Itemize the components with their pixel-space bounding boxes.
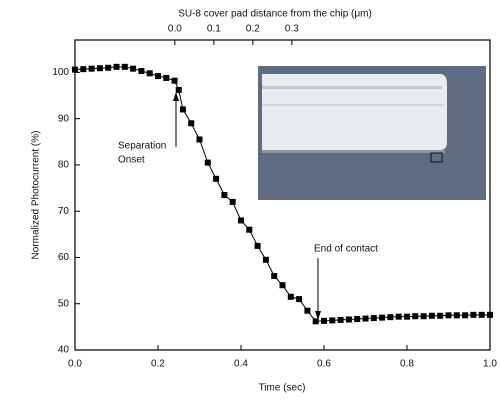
- data-point: [445, 312, 452, 319]
- data-point: [321, 317, 327, 324]
- data-point: [146, 70, 153, 77]
- data-point: [362, 315, 369, 322]
- x-tick-label: 0.0: [68, 359, 82, 370]
- data-point: [188, 120, 195, 127]
- data-point: [96, 65, 103, 72]
- data-point: [163, 74, 170, 81]
- y-tick-label: 80: [58, 160, 70, 171]
- data-point: [254, 242, 261, 249]
- data-point: [204, 159, 211, 166]
- data-point: [428, 312, 435, 319]
- data-point: [487, 311, 493, 318]
- data-point: [337, 316, 344, 323]
- data-point: [379, 314, 386, 321]
- x2-tick-label: 0.0: [168, 24, 182, 35]
- annotation: End of contact: [314, 244, 378, 255]
- data-point: [279, 282, 286, 289]
- data-point: [88, 65, 95, 72]
- data-point: [121, 63, 128, 70]
- data-point: [470, 311, 477, 318]
- annotation: Onset: [118, 155, 145, 166]
- y-tick-label: 70: [58, 206, 70, 217]
- data-point: [72, 66, 78, 73]
- y-tick-label: 90: [58, 113, 70, 124]
- x2-tick-label: 0.3: [285, 24, 299, 35]
- data-point: [113, 63, 120, 70]
- data-point: [395, 313, 402, 320]
- data-point: [437, 312, 444, 319]
- y-tick-label: 100: [52, 67, 69, 78]
- data-point: [130, 65, 137, 72]
- data-point: [179, 106, 186, 113]
- data-point: [462, 312, 469, 319]
- data-point: [105, 64, 112, 71]
- data-point: [175, 86, 182, 93]
- x-axis-title: Time (sec): [259, 383, 306, 394]
- data-point: [262, 256, 269, 263]
- data-point: [420, 313, 427, 320]
- x-tick-label: 0.6: [317, 359, 331, 370]
- data-point: [138, 68, 145, 74]
- y-tick-label: 60: [58, 252, 70, 263]
- y-tick-label: 40: [58, 345, 70, 356]
- x-tick-label: 0.8: [400, 359, 414, 370]
- data-point: [345, 316, 352, 323]
- data-point: [478, 311, 485, 318]
- x-tick-label: 0.2: [151, 359, 165, 370]
- data-point: [312, 318, 319, 325]
- data-point: [221, 192, 228, 198]
- data-point: [80, 66, 87, 73]
- plot-frame: [74, 39, 491, 351]
- x2-tick-label: 0.1: [207, 24, 221, 35]
- data-point: [196, 136, 203, 143]
- data-point: [155, 73, 161, 80]
- data-point: [329, 317, 336, 324]
- data-point: [296, 296, 303, 303]
- x2-axis-title: SU-8 cover pad distance from the chip (μ…: [178, 9, 372, 20]
- x-tick-label: 0.4: [234, 359, 248, 370]
- inset-photo: [258, 66, 486, 200]
- data-point: [404, 313, 410, 320]
- annotation-arrowhead: [315, 311, 321, 320]
- data-point: [387, 314, 394, 321]
- data-point: [412, 313, 419, 320]
- y-axis-title: Normalized Photocurrent (%): [31, 131, 42, 260]
- x-tick-label: 1.0: [483, 359, 497, 370]
- data-point: [287, 293, 294, 300]
- data-point: [271, 272, 278, 279]
- annotation: Separation: [118, 141, 166, 152]
- data-point: [453, 312, 460, 319]
- data-point: [171, 77, 178, 84]
- data-point: [246, 226, 253, 233]
- data-point: [238, 217, 244, 224]
- data-point: [213, 175, 220, 182]
- data-point: [370, 315, 377, 322]
- y-tick-label: 50: [58, 298, 70, 309]
- data-point: [304, 307, 311, 314]
- data-point: [229, 198, 236, 205]
- data-line: [74, 66, 490, 322]
- data-point: [354, 316, 361, 322]
- annotation-arrowhead: [173, 92, 179, 101]
- x2-tick-label: 0.2: [246, 24, 260, 35]
